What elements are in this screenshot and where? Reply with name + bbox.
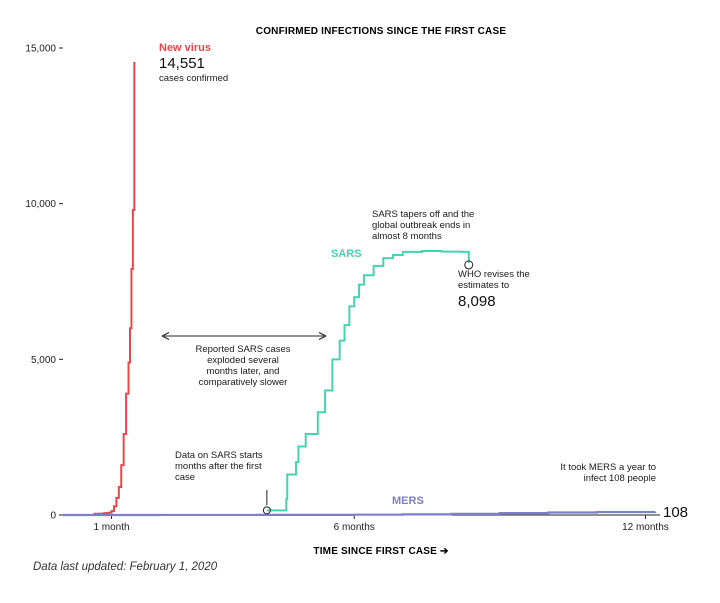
who-revision-marker (464, 260, 474, 270)
who-revises-note: WHO revises the estimates to (458, 269, 530, 291)
x-axis-title: TIME SINCE FIRST CASE ➔ (313, 546, 449, 557)
new-virus-value: 14,551 (159, 55, 205, 72)
y-tick-label: 5,000 (31, 355, 56, 366)
x-axis: 1 month 6 months 12 months (93, 515, 669, 533)
comparison-note: Reported SARS cases exploded several month… (195, 344, 290, 388)
sars-revised-value: 8,098 (458, 293, 496, 310)
new-virus-label: New virus (159, 42, 211, 54)
new-virus-note: cases confirmed (159, 73, 228, 84)
mers-series-line (63, 510, 657, 517)
sars-start-marker (262, 506, 271, 515)
y-tick-label: 0 (50, 511, 56, 522)
sars-series-line (266, 249, 470, 512)
y-tick-label: 15,000 (25, 44, 56, 55)
comparison-arrow-right-head (318, 332, 327, 340)
mers-end-value: 108 (663, 504, 688, 521)
chart-title: CONFIRMED INFECTIONS SINCE THE FIRST CAS… (256, 26, 507, 37)
new-virus-series-line (87, 61, 136, 516)
sars-tapers-note: SARS tapers off and the global outbreak e… (372, 209, 474, 242)
sars-label: SARS (331, 248, 362, 260)
mers-label: MERS (392, 495, 424, 507)
footnote: Data last updated: February 1, 2020 (33, 561, 218, 573)
y-axis: 0 5,000 10,000 15,000 (25, 44, 63, 522)
y-tick-label: 10,000 (25, 199, 56, 210)
x-tick-label: 6 months (334, 522, 375, 533)
line-chart: CONFIRMED INFECTIONS SINCE THE FIRST CAS… (25, 26, 688, 557)
comparison-arrow-left-head (161, 332, 170, 340)
series-layer (63, 61, 657, 517)
mers-note: It took MERS a year to infect 108 people (560, 462, 656, 484)
sars-start-note: Data on SARS starts months after the firs… (175, 450, 263, 483)
x-tick-label: 12 months (622, 522, 669, 533)
x-tick-label: 1 month (93, 522, 129, 533)
